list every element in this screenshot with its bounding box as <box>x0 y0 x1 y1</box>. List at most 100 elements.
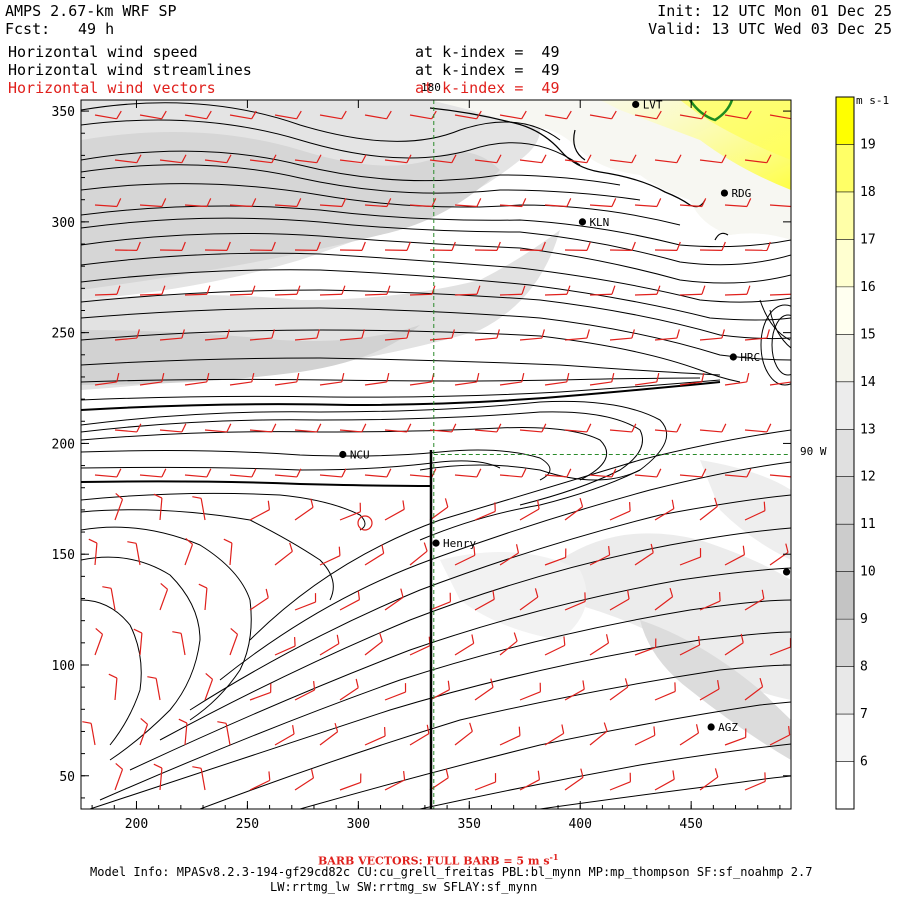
wind-barb-shaft <box>589 293 613 296</box>
wind-barb-shaft <box>634 474 657 478</box>
wind-barb-shaft <box>249 159 272 164</box>
wind-barb-shaft <box>499 552 519 566</box>
wind-barb-shaft <box>229 204 252 208</box>
wind-barb-flag <box>605 634 610 644</box>
wind-barb-flag <box>624 678 629 688</box>
wind-barb-flag <box>611 198 617 207</box>
colorbar-label: 6 <box>860 755 868 770</box>
colorbar-label: 11 <box>860 517 876 532</box>
wind-barb-shaft <box>184 114 207 120</box>
wind-barb-shaft <box>319 643 340 656</box>
wind-barb-flag <box>383 727 386 737</box>
wind-barb-flag <box>181 241 186 251</box>
wind-barb-flag <box>172 631 182 634</box>
wind-barb-shaft <box>679 381 702 386</box>
wind-barb-shaft <box>294 601 316 611</box>
wind-barb-shaft <box>544 556 566 566</box>
colorbar-swatch <box>836 334 854 382</box>
wind-barb-flag <box>611 110 617 120</box>
wind-barb-flag <box>586 154 592 163</box>
wind-barb-flag <box>566 110 572 120</box>
x-tick-label: 300 <box>347 817 370 832</box>
wind-barb-flag <box>518 726 521 736</box>
wind-barb-flag <box>206 198 212 207</box>
wind-barb-flag <box>628 502 631 512</box>
wind-barb-flag <box>447 680 451 690</box>
wind-barb-shaft <box>319 474 342 478</box>
wind-barb-shaft <box>634 293 658 296</box>
wind-barb-shaft <box>155 678 161 701</box>
wind-barb-shaft <box>429 689 450 701</box>
wind-barb-shaft <box>564 337 587 341</box>
wind-barb-shaft <box>654 508 675 521</box>
wind-barb-flag <box>792 286 795 295</box>
wind-barb-shaft <box>679 732 699 746</box>
wind-barb-shaft <box>769 474 791 478</box>
wind-barb-flag <box>271 329 275 339</box>
wind-barb-flag <box>95 627 103 635</box>
wind-barb-flag <box>586 329 590 339</box>
wind-barb-shaft <box>409 381 432 386</box>
wind-barb-shaft <box>200 498 206 521</box>
forecast-label: Fcst: <box>5 20 51 38</box>
wind-barb-flag <box>161 373 165 383</box>
colorbar-swatch <box>836 761 854 809</box>
wind-barb-flag <box>611 468 617 478</box>
meridian-label: 180 <box>421 81 441 94</box>
wind-barb-shaft <box>409 293 433 296</box>
y-axis: 50 100 150 200 250 300 350 <box>52 105 791 799</box>
wind-barb-shaft <box>544 474 567 478</box>
wind-barb-flag <box>580 768 584 778</box>
wind-barb-flag <box>230 627 238 635</box>
wind-barb-shaft <box>499 640 518 656</box>
wind-barb-flag <box>341 285 346 295</box>
wind-barb-shaft <box>544 204 567 208</box>
wind-barb-shaft <box>744 429 767 433</box>
station-label: LVT <box>643 98 663 111</box>
wind-barb-shaft <box>139 381 162 386</box>
wind-barb-flag <box>792 373 794 382</box>
wind-barb-flag <box>746 198 752 207</box>
wind-barb-flag <box>451 423 457 433</box>
wind-barb-shaft <box>339 429 362 433</box>
wind-barb-flag <box>296 373 300 383</box>
wind-barb-shaft <box>699 776 719 791</box>
wind-barb-flag <box>136 423 142 433</box>
wind-barb-flag <box>631 241 636 251</box>
wind-barb-shaft <box>544 644 566 656</box>
wind-barb-shaft <box>159 768 163 791</box>
wind-barb-shaft <box>474 781 496 791</box>
wind-barb-flag <box>426 724 430 734</box>
x-tick-label: 250 <box>236 817 259 832</box>
wind-barb-flag <box>316 241 321 251</box>
colorbar-label: 10 <box>860 565 876 580</box>
wind-barb-flag <box>400 588 404 598</box>
wind-barb-flag <box>217 721 227 724</box>
wind-barb-flag <box>102 586 112 589</box>
wind-barb-flag <box>586 423 592 433</box>
wind-barb-flag <box>313 681 316 691</box>
wind-barb-shaft <box>249 509 270 521</box>
wind-barb-shaft <box>274 293 298 296</box>
wind-barb-flag <box>676 154 682 163</box>
wind-barb-flag <box>115 762 123 770</box>
wind-barb-shaft <box>114 337 137 341</box>
wind-barb-flag <box>406 423 412 433</box>
x-tick-label: 450 <box>679 817 702 832</box>
wind-barb-shaft <box>454 114 477 120</box>
wind-barb-flag <box>161 198 167 207</box>
wind-barb-shaft <box>364 114 387 120</box>
wind-barb-shaft <box>724 736 746 746</box>
wind-barb-flag <box>471 634 475 644</box>
field-name-speed: Horizontal wind speed <box>8 43 198 61</box>
wind-barb-flag <box>251 198 257 207</box>
wind-barb-shaft <box>274 114 297 120</box>
wind-barb-shaft <box>139 293 163 296</box>
wind-barb-flag <box>267 500 271 510</box>
wind-barb-flag <box>476 373 480 383</box>
y-tick-label: 250 <box>52 327 75 342</box>
wind-barb-flag <box>521 285 526 295</box>
wind-barb-flag <box>669 587 674 597</box>
station-label: RDG <box>731 187 751 200</box>
wind-barb-flag <box>746 373 750 383</box>
